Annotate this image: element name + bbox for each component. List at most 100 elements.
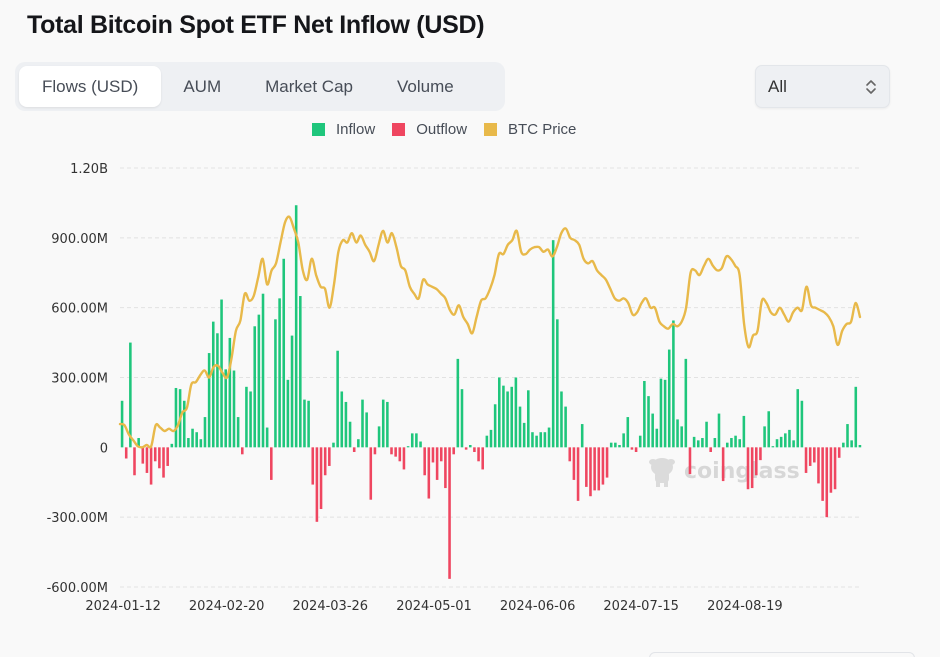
inflow-bar xyxy=(667,349,671,448)
x-tick-label: 2024-05-01 xyxy=(396,599,472,614)
tab-volume[interactable]: Volume xyxy=(397,76,454,96)
outflow-bar xyxy=(576,447,580,501)
inflow-bar xyxy=(551,240,555,448)
outflow-bar xyxy=(423,447,426,476)
inflow-bar xyxy=(779,436,783,448)
inflow-bar xyxy=(738,439,741,448)
inflow-bar xyxy=(564,406,567,448)
legend-item-outflow[interactable]: Outflow xyxy=(392,121,467,138)
inflow-bar xyxy=(485,435,489,448)
inflow-bar xyxy=(701,438,704,448)
y-tick-label: 300.00M xyxy=(51,372,108,387)
inflow-bar xyxy=(257,314,261,448)
inflow-bar xyxy=(717,413,721,448)
inflow-bar xyxy=(336,350,339,448)
watermark-text: coinglass xyxy=(684,459,800,484)
inflow-bar xyxy=(282,258,286,448)
tab-flows[interactable]: Flows (USD) xyxy=(19,66,162,107)
inflow-bar xyxy=(361,399,364,448)
inflow-bar xyxy=(622,433,625,448)
inflow-bar xyxy=(274,319,277,448)
outflow-bar xyxy=(688,447,692,475)
outflow-bar xyxy=(124,447,128,459)
y-tick-label: -600.00M xyxy=(47,581,108,596)
chevron-up-down-icon xyxy=(866,79,876,94)
legend-item-btc-price[interactable]: BTC Price xyxy=(484,121,576,138)
inflow-bar xyxy=(672,320,675,448)
inflow-bar xyxy=(419,441,422,448)
inflow-bar xyxy=(676,419,679,448)
outflow-bar xyxy=(605,447,609,478)
outflow-bar xyxy=(319,447,323,510)
y-tick-label: 600.00M xyxy=(51,302,108,317)
inflow-bar xyxy=(294,205,298,448)
inflow-bar xyxy=(643,380,646,448)
inflow-bar xyxy=(406,446,410,448)
inflow-bar xyxy=(410,433,414,448)
inflow-bar xyxy=(696,440,700,448)
inflow-bar xyxy=(386,401,389,448)
inflow-bar xyxy=(775,439,779,448)
inflow-bar xyxy=(187,438,190,448)
inflow-bar xyxy=(415,433,418,448)
inflow-bar xyxy=(245,386,248,448)
outflow-bar xyxy=(141,447,145,464)
inflow-bar xyxy=(535,435,538,448)
outflow-bar xyxy=(153,447,157,462)
x-axis-ticks: 2024-01-12 2024-02-20 2024-03-26 2024-05-01… xyxy=(85,599,782,614)
watermark: coinglass xyxy=(649,458,800,487)
outflow-bar xyxy=(709,447,712,452)
inflow-bar xyxy=(531,432,534,448)
legend-item-inflow[interactable]: Inflow xyxy=(312,121,375,138)
outflow-bar xyxy=(352,447,356,452)
range-select[interactable]: All xyxy=(755,65,890,108)
inflow-bar xyxy=(522,422,526,448)
inflow-bar xyxy=(182,400,186,448)
outflow-bar xyxy=(315,447,319,522)
inflow-bar xyxy=(207,353,211,448)
inflow-bar xyxy=(858,445,862,448)
inflow-bar xyxy=(493,404,497,448)
btc-price-line xyxy=(118,215,862,449)
inflow-bar xyxy=(713,438,717,448)
inflow-bar xyxy=(249,391,252,448)
tab-aum[interactable]: AUM xyxy=(183,76,222,96)
outflow-bar xyxy=(597,447,601,491)
x-tick-label: 2024-01-12 xyxy=(85,599,161,614)
outflow-bar xyxy=(585,447,588,487)
inflow-bar xyxy=(767,411,771,448)
y-axis-ticks: 1.20B 900.00M 600.00M 300.00M 0 -300.00M -600.… xyxy=(47,162,108,596)
inflow-bar xyxy=(618,445,621,448)
outflow-bar xyxy=(759,447,762,461)
inflow-bar xyxy=(278,298,281,448)
outflow-bar xyxy=(601,447,605,485)
outflow-bar xyxy=(825,447,829,518)
y-tick-label: 0 xyxy=(100,441,108,456)
inflow-bar xyxy=(253,326,257,448)
outflow-bar xyxy=(755,447,758,476)
inflow-bar xyxy=(680,426,683,448)
inflow-bar xyxy=(796,389,800,448)
outflow-bar xyxy=(398,447,402,462)
inflow-bar xyxy=(377,426,381,448)
inflow-bar xyxy=(510,386,514,448)
bottom-panel-edge xyxy=(649,652,915,657)
outflow-bar xyxy=(394,447,397,457)
inflow-bar xyxy=(137,438,140,448)
inflow-bar xyxy=(203,417,207,448)
inflow-bar xyxy=(614,442,617,448)
inflow-bar xyxy=(655,428,659,448)
inflow-bar xyxy=(502,385,505,448)
inflow-bar xyxy=(684,358,688,448)
outflow-bar xyxy=(145,447,149,473)
inflow-bar xyxy=(725,442,729,448)
inflow-bar xyxy=(734,435,737,448)
tab-market-cap[interactable]: Market Cap xyxy=(265,76,353,96)
inflow-bar xyxy=(854,386,858,448)
inflow-bar xyxy=(265,427,269,448)
y-tick-label: -300.00M xyxy=(47,511,108,526)
x-tick-label: 2024-08-19 xyxy=(707,599,783,614)
outflow-bar xyxy=(435,447,439,480)
outflow-bar xyxy=(427,447,431,499)
outflow-bar xyxy=(821,447,824,501)
